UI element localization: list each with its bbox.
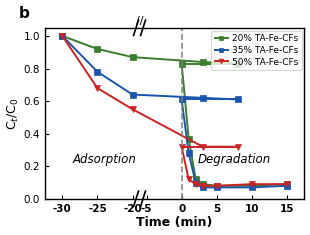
- 35% TA-Fe-CFs: [201, 186, 205, 189]
- 35% TA-Fe-CFs: [215, 186, 219, 189]
- 20% TA-Fe-CFs: [215, 184, 219, 187]
- Legend: 20% TA-Fe-CFs, 35% TA-Fe-CFs, 50% TA-Fe-CFs: 20% TA-Fe-CFs, 35% TA-Fe-CFs, 50% TA-Fe-…: [211, 31, 302, 70]
- 20% TA-Fe-CFs: [201, 183, 205, 186]
- 50% TA-Fe-CFs: [285, 183, 289, 186]
- 50% TA-Fe-CFs: [187, 178, 191, 181]
- 35% TA-Fe-CFs: [187, 152, 191, 155]
- 20% TA-Fe-CFs: [180, 62, 184, 65]
- 35% TA-Fe-CFs: [285, 184, 289, 187]
- 20% TA-Fe-CFs: [250, 184, 254, 187]
- X-axis label: Time (min): Time (min): [136, 216, 213, 229]
- 50% TA-Fe-CFs: [180, 145, 184, 148]
- 50% TA-Fe-CFs: [215, 184, 219, 187]
- 20% TA-Fe-CFs: [194, 178, 197, 181]
- 50% TA-Fe-CFs: [194, 183, 197, 186]
- Text: //: //: [136, 16, 143, 26]
- 35% TA-Fe-CFs: [180, 98, 184, 101]
- Text: b: b: [19, 6, 30, 21]
- 20% TA-Fe-CFs: [285, 183, 289, 186]
- 50% TA-Fe-CFs: [201, 184, 205, 187]
- Line: 35% TA-Fe-CFs: 35% TA-Fe-CFs: [179, 97, 290, 190]
- 20% TA-Fe-CFs: [187, 137, 191, 140]
- 50% TA-Fe-CFs: [250, 183, 254, 186]
- Line: 50% TA-Fe-CFs: 50% TA-Fe-CFs: [179, 144, 290, 188]
- 35% TA-Fe-CFs: [194, 181, 197, 184]
- Text: Degradation: Degradation: [198, 153, 271, 166]
- Y-axis label: C$_{t}$/C$_{0}$: C$_{t}$/C$_{0}$: [6, 97, 21, 130]
- Line: 20% TA-Fe-CFs: 20% TA-Fe-CFs: [179, 61, 290, 188]
- Text: Adsorption: Adsorption: [73, 153, 136, 166]
- 35% TA-Fe-CFs: [250, 186, 254, 189]
